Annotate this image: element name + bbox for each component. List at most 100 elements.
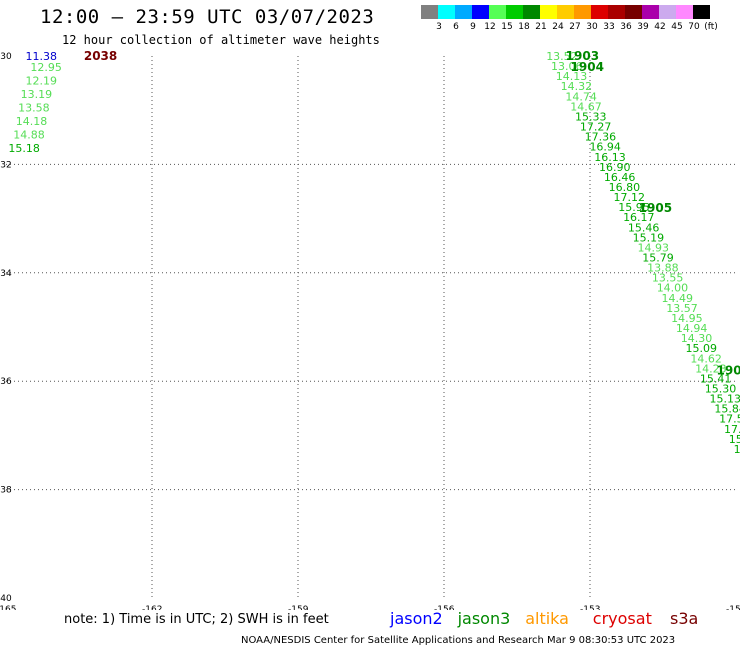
legend-swatch	[455, 5, 472, 19]
footer-note: note: 1) Time is in UTC; 2) SWH is in fe…	[64, 612, 329, 627]
swh-value: 14.32	[561, 80, 593, 93]
legend-swatch	[676, 5, 693, 19]
legend-swatch	[438, 5, 455, 19]
legend-tick-label: 12	[484, 22, 496, 32]
legend-tick-label: 9	[470, 22, 476, 32]
longitude-tick-label: -153	[580, 605, 600, 610]
legend-tick-label: 27	[569, 22, 581, 32]
longitude-tick-label: -150	[726, 605, 740, 610]
longitude-tick-label: -159	[288, 605, 309, 610]
legend-tick-label: 24	[552, 22, 564, 32]
legend-swatch	[472, 5, 489, 19]
legend-tick-label: 18	[518, 22, 530, 32]
pass-time-label: 2038	[84, 49, 117, 63]
swh-value: 16.46	[604, 171, 636, 184]
swh-value: 14.49	[662, 292, 694, 305]
legend-swatch	[625, 5, 642, 19]
swh-value: 16.90	[599, 161, 631, 174]
legend-swatch	[523, 5, 540, 19]
satellite-name-s3a: s3a	[670, 609, 699, 628]
map-subtitle: 12 hour collection of altimeter wave hei…	[62, 33, 380, 47]
swh-value: 13.55	[652, 272, 684, 285]
swh-value: 14.93	[637, 241, 669, 254]
legend-swatch	[608, 5, 625, 19]
pass-time-label: 190	[717, 363, 740, 377]
credit-line: NOAA/NESDIS Center for Satellite Applica…	[241, 635, 676, 646]
legend-swatch	[540, 5, 557, 19]
swh-value: 14.95	[671, 312, 703, 325]
legend-tick-label: 21	[535, 22, 547, 32]
legend-tick-label: 36	[620, 22, 632, 32]
swh-value: 15.79	[642, 252, 674, 265]
legend-swatch	[693, 5, 710, 19]
swh-value: 17.27	[580, 121, 612, 134]
swh-value: 15.13	[710, 393, 740, 406]
legend-swatch	[642, 5, 659, 19]
swh-value: 14.00	[657, 282, 689, 295]
swh-value: 14.30	[681, 332, 713, 345]
swh-value: 15.46	[628, 221, 660, 234]
pass-time-label: 1905	[639, 201, 672, 215]
swh-value: 14.94	[676, 322, 708, 335]
latitude-tick-label: -34	[0, 269, 12, 279]
swh-value: 14.88	[13, 129, 45, 142]
swh-value: 17.58	[719, 413, 740, 426]
swh-value: 15.33	[575, 110, 607, 123]
legend-tick-label: 70	[688, 22, 700, 32]
legend-swatch	[506, 5, 523, 19]
latitude-tick-label: -40	[0, 594, 12, 604]
swh-value: 15.	[729, 433, 740, 446]
swh-value: 15.	[734, 443, 740, 456]
legend-swatch	[574, 5, 591, 19]
longitude-tick-label: -162	[142, 605, 162, 610]
latitude-tick-label: -36	[0, 377, 12, 387]
swh-value: 15.18	[8, 142, 40, 155]
swh-value: 14.18	[16, 115, 48, 128]
swh-value: 13.58	[18, 101, 49, 114]
satellite-name-cryosat: cryosat	[592, 609, 652, 628]
swh-value: 14.67	[570, 100, 602, 113]
swh-value: 15.09	[686, 342, 718, 355]
legend-tick-label: 42	[654, 22, 666, 32]
swh-value: 15.41	[700, 372, 732, 385]
latitude-tick-label: -30	[0, 52, 12, 62]
map-title: 12:00 — 23:59 UTC 03/07/2023	[40, 6, 375, 28]
latitude-tick-label: -32	[0, 160, 12, 170]
swh-value: 12.95	[30, 61, 62, 74]
swh-value: 16.13	[594, 151, 626, 164]
legend-tick-label: (ft)	[704, 22, 718, 32]
swh-value: 15.84	[714, 403, 740, 416]
swh-value: 11.38	[25, 50, 57, 63]
legend-tick-label: 30	[586, 22, 598, 32]
swh-value: 15.19	[633, 231, 665, 244]
swh-value: 17.12	[613, 191, 645, 204]
pass-time-label: 1903	[566, 49, 599, 63]
pass-time-label: 1904	[571, 60, 604, 74]
legend-tick-label: 15	[501, 22, 513, 32]
swh-value: 12.19	[25, 74, 57, 87]
satellite-name-jason3: jason3	[457, 609, 511, 628]
longitude-tick-label: -165	[0, 605, 16, 610]
swh-value: 16.94	[589, 141, 621, 154]
legend-tick-label: 3	[436, 22, 442, 32]
legend-tick-label: 33	[603, 22, 615, 32]
satellite-name-jason2: jason2	[390, 609, 443, 628]
legend-tick-label: 45	[671, 22, 683, 32]
longitude-tick-label: -156	[434, 605, 455, 610]
swh-value: 14.13	[556, 70, 588, 83]
altimeter-map: -165 -162 -159 -156 -153 -150 -30 -32 -34 -36 -38 -…	[0, 49, 740, 610]
swh-value: 13.06	[551, 60, 583, 73]
swh-value: 14.62	[690, 352, 722, 365]
legend-swatch	[421, 5, 438, 19]
swh-value: 14.23	[695, 362, 727, 375]
legend-swatch	[557, 5, 574, 19]
legend-tick-label: 39	[637, 22, 649, 32]
swh-value: 17.36	[585, 131, 617, 144]
swh-value: 16.80	[609, 181, 641, 194]
swh-value: 13.57	[666, 302, 698, 315]
legend-swatch	[591, 5, 608, 19]
swh-value: 17.5	[724, 423, 740, 436]
latitude-tick-label: -38	[0, 486, 12, 496]
swh-value: 14.74	[565, 90, 597, 103]
swh-value: 13.19	[21, 88, 52, 101]
